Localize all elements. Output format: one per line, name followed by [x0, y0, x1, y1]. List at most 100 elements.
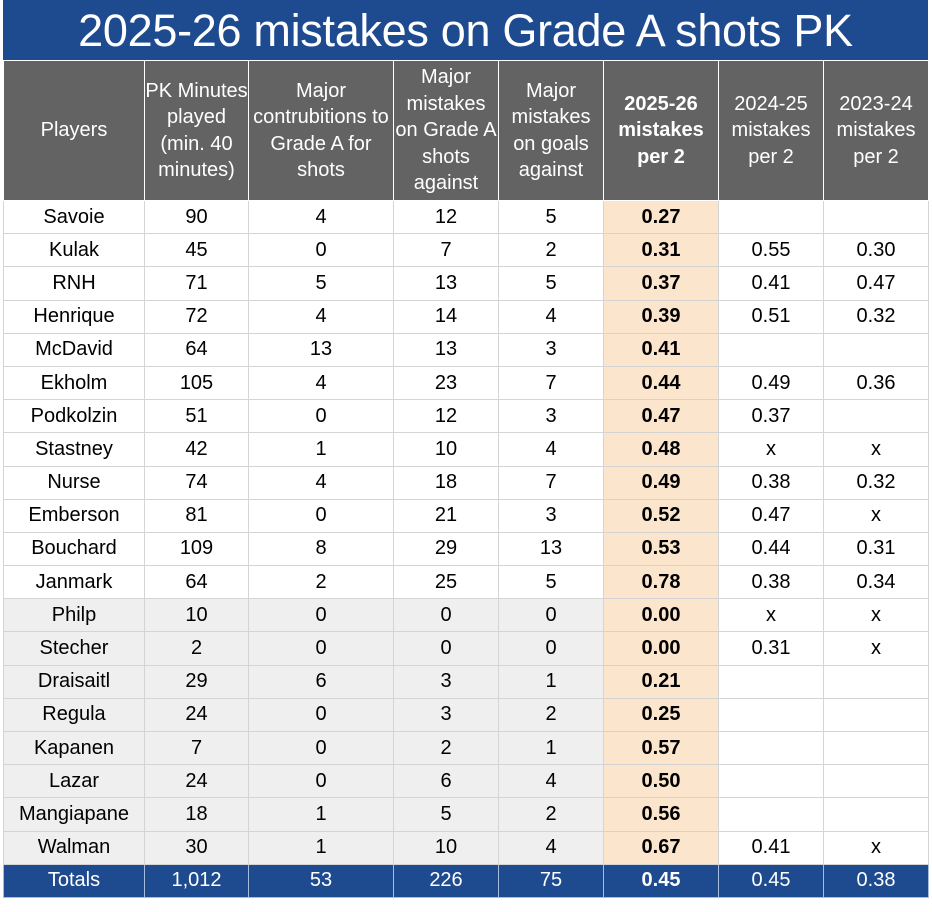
mistakes-2024-25-cell: 0.41 [718, 830, 824, 865]
player-name-cell: Bouchard [3, 531, 145, 567]
mistakes-2024-25-cell: 0.31 [718, 631, 824, 666]
table-row: Philp 10 0 0 0 0.00 x x [3, 598, 929, 633]
totals-row: Totals 1,012 53 226 75 0.45 0.45 0.38 [3, 863, 929, 898]
mistakes-2025-26-cell: 0.00 [603, 631, 719, 666]
mistakes-goals-cell: 2 [498, 697, 604, 733]
mistakes-2024-25-cell: 0.47 [718, 498, 824, 533]
player-name-cell: Stecher [3, 631, 145, 666]
mistakes-goals-cell: 4 [498, 830, 604, 865]
mistakes-grade-a-cell: 2 [393, 730, 499, 766]
contributions-cell: 0 [248, 730, 394, 766]
totals-mistakes-goals: 75 [498, 863, 604, 898]
mistakes-goals-cell: 0 [498, 598, 604, 633]
contributions-cell: 4 [248, 365, 394, 401]
header-pk-minutes: PK Minutes played (min. 40 minutes) [144, 61, 249, 201]
table-row: Stastney 42 1 10 4 0.48 x x [3, 432, 929, 467]
page-title: 2025-26 mistakes on Grade A shots PK [3, 0, 928, 60]
totals-2024-25: 0.45 [718, 863, 824, 898]
mistakes-goals-cell: 3 [498, 498, 604, 533]
mistakes-goals-cell: 7 [498, 465, 604, 500]
table-row: Stecher 2 0 0 0 0.00 0.31 x [3, 631, 929, 666]
header-2023-24-mistakes: 2023-24 mistakes per 2 [823, 61, 929, 201]
player-name-cell: Draisaitl [3, 664, 145, 699]
contributions-cell: 4 [248, 199, 394, 235]
contributions-cell: 1 [248, 432, 394, 467]
mistakes-2023-24-cell: x [823, 631, 929, 666]
mistakes-2024-25-cell [718, 697, 824, 733]
header-players: Players [3, 61, 145, 201]
mistakes-2025-26-cell: 0.52 [603, 498, 719, 533]
mistakes-grade-a-cell: 12 [393, 399, 499, 434]
table-row: Emberson 81 0 21 3 0.52 0.47 x [3, 498, 929, 533]
player-name-cell: Regula [3, 697, 145, 733]
player-name-cell: McDavid [3, 332, 145, 367]
mistakes-grade-a-cell: 5 [393, 797, 499, 832]
contributions-cell: 6 [248, 664, 394, 699]
header-mistakes-grade-a: Major mistakes on Grade A shots against [393, 61, 499, 201]
mistakes-grade-a-cell: 18 [393, 465, 499, 500]
contributions-cell: 0 [248, 631, 394, 666]
contributions-cell: 13 [248, 332, 394, 367]
totals-contributions: 53 [248, 863, 394, 898]
table-row: Regula 24 0 3 2 0.25 [3, 697, 929, 733]
mistakes-2025-26-cell: 0.47 [603, 399, 719, 434]
mistakes-grade-a-cell: 21 [393, 498, 499, 533]
table-row: Draisaitl 29 6 3 1 0.21 [3, 664, 929, 699]
mistakes-2023-24-cell: 0.31 [823, 531, 929, 567]
pk-minutes-cell: 71 [144, 266, 249, 301]
mistakes-grade-a-cell: 29 [393, 531, 499, 567]
mistakes-goals-cell: 4 [498, 299, 604, 334]
mistakes-goals-cell: 4 [498, 764, 604, 799]
mistakes-2023-24-cell: 0.32 [823, 299, 929, 334]
mistakes-grade-a-cell: 0 [393, 598, 499, 633]
table-row: Henrique 72 4 14 4 0.39 0.51 0.32 [3, 299, 929, 334]
mistakes-2025-26-cell: 0.78 [603, 565, 719, 600]
contributions-cell: 4 [248, 465, 394, 500]
mistakes-2024-25-cell [718, 764, 824, 799]
mistakes-2024-25-cell [718, 730, 824, 766]
pk-minutes-cell: 42 [144, 432, 249, 467]
pk-minutes-cell: 109 [144, 531, 249, 567]
mistakes-2023-24-cell [823, 764, 929, 799]
player-name-cell: Walman [3, 830, 145, 865]
mistakes-2025-26-cell: 0.48 [603, 432, 719, 467]
player-name-cell: Emberson [3, 498, 145, 533]
header-contributions: Major contrubitions to Grade A for shots [248, 61, 394, 201]
player-name-cell: Stastney [3, 432, 145, 467]
mistakes-2023-24-cell [823, 697, 929, 733]
pk-minutes-cell: 24 [144, 697, 249, 733]
mistakes-goals-cell: 1 [498, 730, 604, 766]
mistakes-grade-a-cell: 25 [393, 565, 499, 600]
mistakes-2023-24-cell: 0.32 [823, 465, 929, 500]
mistakes-2025-26-cell: 0.27 [603, 199, 719, 235]
pk-minutes-cell: 64 [144, 332, 249, 367]
mistakes-grade-a-cell: 13 [393, 332, 499, 367]
mistakes-2025-26-cell: 0.31 [603, 233, 719, 268]
mistakes-goals-cell: 3 [498, 399, 604, 434]
mistakes-goals-cell: 0 [498, 631, 604, 666]
mistakes-2023-24-cell: 0.36 [823, 365, 929, 401]
contributions-cell: 0 [248, 233, 394, 268]
table-row: Kapanen 7 0 2 1 0.57 [3, 730, 929, 766]
mistakes-goals-cell: 3 [498, 332, 604, 367]
mistakes-2023-24-cell [823, 664, 929, 699]
mistakes-2025-26-cell: 0.67 [603, 830, 719, 865]
mistakes-2025-26-cell: 0.39 [603, 299, 719, 334]
mistakes-2024-25-cell: 0.41 [718, 266, 824, 301]
mistakes-2024-25-cell [718, 199, 824, 235]
contributions-cell: 5 [248, 266, 394, 301]
pk-minutes-cell: 72 [144, 299, 249, 334]
mistakes-grade-a-cell: 10 [393, 432, 499, 467]
totals-label: Totals [3, 863, 145, 898]
player-name-cell: Janmark [3, 565, 145, 600]
mistakes-grade-a-cell: 23 [393, 365, 499, 401]
mistakes-2024-25-cell: 0.38 [718, 565, 824, 600]
pk-minutes-cell: 105 [144, 365, 249, 401]
mistakes-2024-25-cell: x [718, 598, 824, 633]
player-name-cell: RNH [3, 266, 145, 301]
mistakes-2023-24-cell [823, 730, 929, 766]
mistakes-goals-cell: 5 [498, 199, 604, 235]
mistakes-2024-25-cell: 0.38 [718, 465, 824, 500]
mistakes-grade-a-cell: 10 [393, 830, 499, 865]
mistakes-2025-26-cell: 0.37 [603, 266, 719, 301]
